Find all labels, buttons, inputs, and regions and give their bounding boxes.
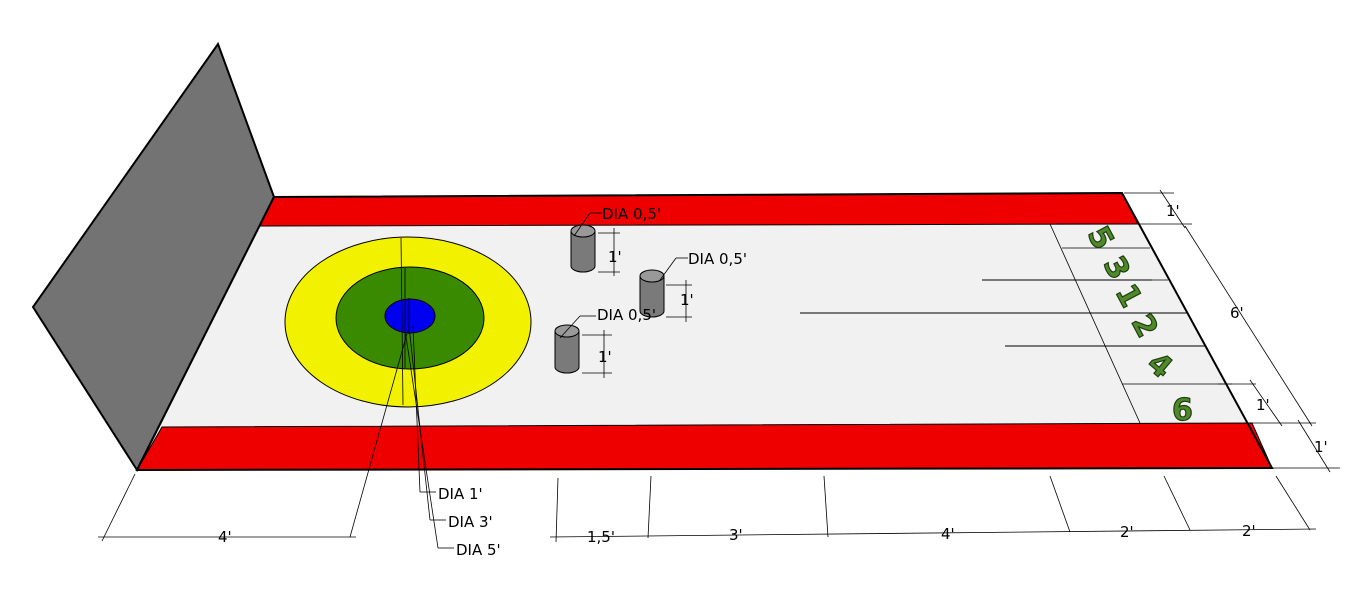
right-dimension-lines bbox=[1124, 189, 1340, 473]
bottom-dimension-left: 4' bbox=[218, 528, 232, 546]
right-dimension-top-stripe: 1' bbox=[1166, 202, 1180, 220]
bottom-dimension-2: 3' bbox=[729, 526, 743, 544]
bottom-dimension-4: 2' bbox=[1120, 523, 1134, 541]
peg-1-height-label: 1' bbox=[608, 248, 622, 266]
target-inner-diameter-label: DIA 1' bbox=[438, 485, 483, 503]
right-dimension-bottom-stripe: 1' bbox=[1314, 438, 1328, 456]
peg-2-height-label: 1' bbox=[680, 291, 694, 309]
score-number-6: 6 bbox=[1172, 393, 1193, 428]
peg-3-height-label: 1' bbox=[598, 348, 612, 366]
right-dimension-width: 6' bbox=[1230, 304, 1244, 322]
target-middle-diameter-label: DIA 3' bbox=[448, 513, 493, 531]
peg-3: DIA 0,5' 1' bbox=[554, 306, 656, 378]
peg-2-diameter-label: DIA 0,5' bbox=[688, 250, 747, 268]
scoring-grid bbox=[1049, 223, 1232, 424]
bottom-dimension-5: 2' bbox=[1242, 522, 1256, 540]
bottom-dimension-lines bbox=[98, 473, 1317, 543]
top-red-stripe bbox=[259, 192, 1139, 227]
peg-2: DIA 0,5' 1' bbox=[639, 250, 747, 322]
target-outer-diameter-label: DIA 5' bbox=[456, 541, 501, 559]
cylinder-icon bbox=[554, 330, 580, 374]
bottom-dimension-1: 1,5' bbox=[587, 528, 615, 546]
target-dimension-lines bbox=[349, 237, 454, 549]
cylinder-icon bbox=[639, 275, 665, 318]
target-bullseye bbox=[384, 298, 436, 334]
peg-1: DIA 0,5' 1' bbox=[570, 205, 661, 276]
cylinder-icon bbox=[570, 230, 596, 273]
right-dimension-bottom-lane: 1' bbox=[1256, 396, 1270, 414]
peg-1-diameter-label: DIA 0,5' bbox=[602, 205, 661, 223]
peg-3-diameter-label: DIA 0,5' bbox=[597, 306, 656, 324]
bottom-dimension-3: 4' bbox=[941, 525, 955, 543]
bottom-red-stripe bbox=[136, 422, 1273, 471]
